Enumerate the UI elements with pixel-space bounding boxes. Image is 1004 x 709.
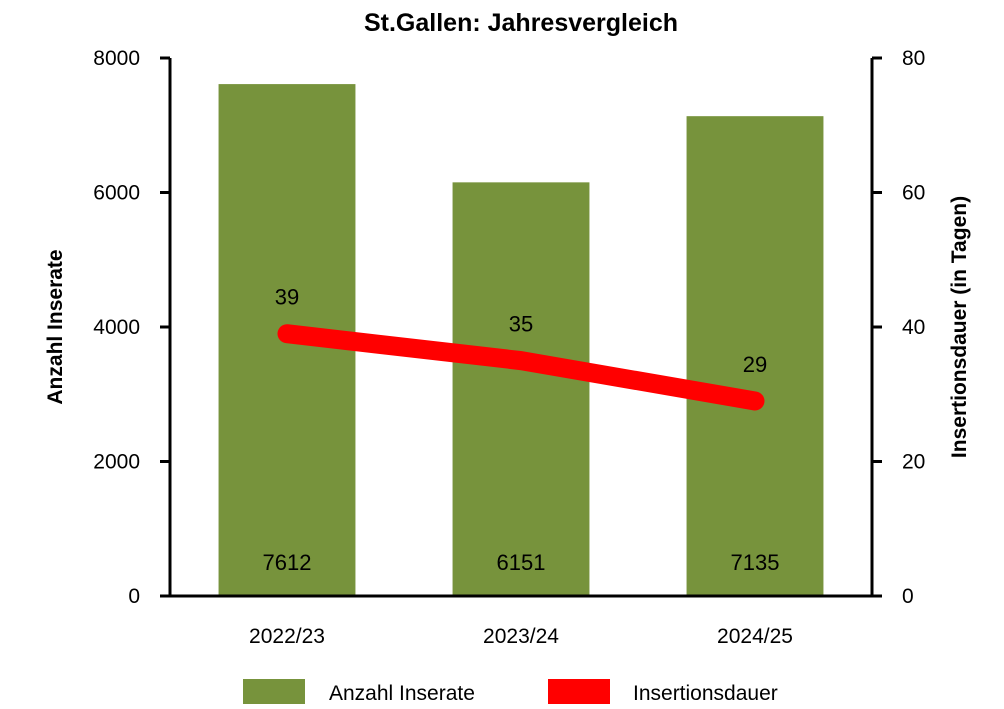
bars-group: 7612 6151 7135	[218, 84, 824, 596]
right-axis-label: Insertionsdauer (in Tagen)	[948, 196, 971, 458]
bar-value-label: 7135	[731, 550, 780, 575]
right-tick-label: 0	[902, 585, 914, 608]
right-tick-label: 40	[902, 316, 925, 339]
line-value-label: 39	[275, 285, 299, 310]
line-value-label: 29	[743, 352, 767, 377]
x-tick-label: 2023/24	[483, 625, 559, 648]
left-tick-label: 2000	[93, 451, 140, 474]
legend-swatch-bars	[243, 679, 305, 704]
line-point	[286, 332, 288, 335]
left-tick-label: 8000	[93, 47, 140, 70]
x-axis-ticks: 2022/23 2023/24 2024/25	[249, 625, 793, 648]
bar-2023/24	[452, 182, 590, 596]
right-tick-label: 80	[902, 47, 925, 70]
legend-label-bars: Anzahl Inserate	[329, 682, 475, 705]
chart-title: St.Gallen: Jahresvergleich	[364, 9, 678, 37]
legend-swatch-line	[548, 679, 610, 704]
line-point	[754, 399, 756, 402]
bar-value-label: 7612	[263, 550, 312, 575]
left-tick-label: 4000	[93, 316, 140, 339]
left-tick-label: 6000	[93, 182, 140, 205]
right-tick-label: 20	[902, 451, 925, 474]
line-series-group: 39 35 29	[275, 285, 767, 411]
line-value-label: 35	[509, 312, 533, 337]
right-axis-ticks: 0 20 40 60 80	[872, 47, 925, 608]
legend-label-line: Insertionsdauer	[633, 682, 778, 705]
bar-2024/25	[686, 116, 824, 596]
left-tick-label: 0	[128, 585, 140, 608]
legend: Anzahl Inserate Insertionsdauer	[243, 679, 778, 705]
x-tick-label: 2024/25	[717, 625, 793, 648]
left-axis-label: Anzahl Inserate	[44, 249, 67, 404]
line-point	[520, 359, 522, 362]
left-axis-ticks: 0 2000 4000 6000 8000	[93, 47, 170, 608]
x-tick-label: 2022/23	[249, 625, 325, 648]
right-tick-label: 60	[902, 182, 925, 205]
bar-value-label: 6151	[497, 550, 546, 575]
